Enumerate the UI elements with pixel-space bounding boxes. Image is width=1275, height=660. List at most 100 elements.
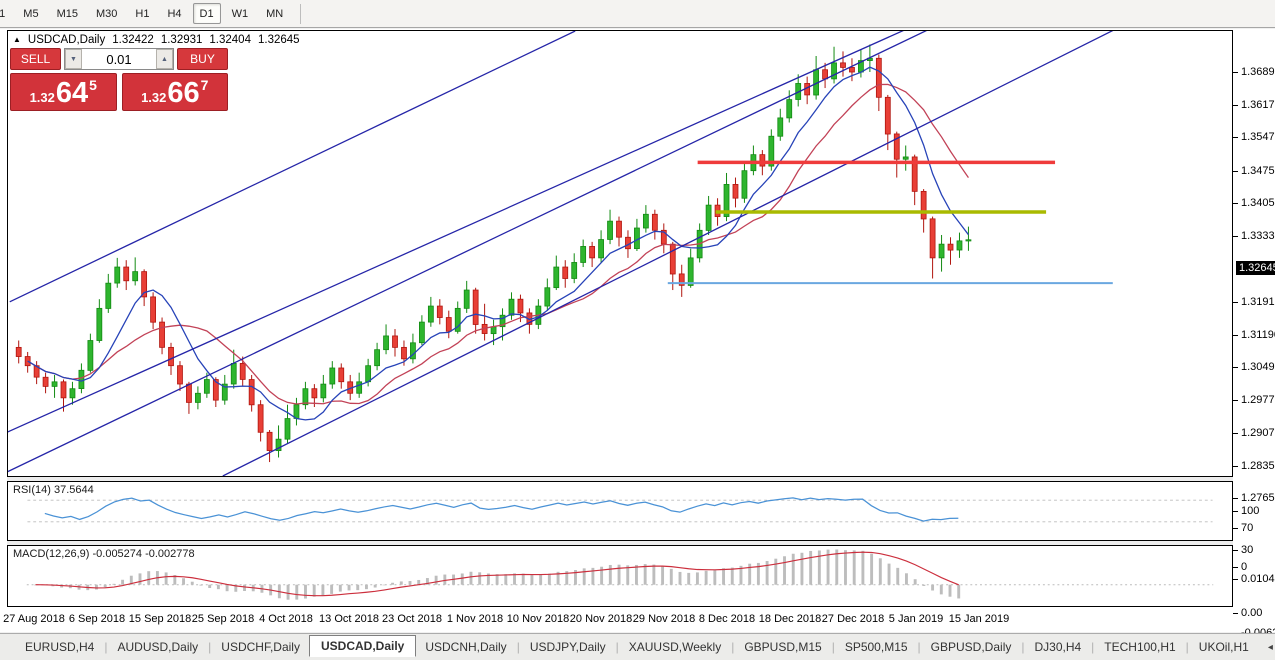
macd-histogram-bar: [878, 558, 882, 585]
panel-separator[interactable]: [7, 477, 1233, 481]
trendline[interactable]: [9, 31, 576, 303]
macd-histogram-bar: [957, 584, 961, 599]
rsi-axis-tick: 30: [1232, 544, 1254, 557]
tab-usdcad-daily[interactable]: USDCAD,Daily: [308, 635, 417, 657]
rsi-indicator-panel[interactable]: [7, 481, 1233, 541]
macd-histogram-bar: [844, 550, 847, 585]
date-label: 27 Dec 2018: [821, 613, 885, 625]
macd-histogram-bar: [600, 566, 604, 585]
timeframe-button-d1[interactable]: D1: [192, 3, 221, 24]
tab-dj30-h4[interactable]: DJ30,H4: [1034, 640, 1082, 654]
macd-histogram-bar: [147, 571, 151, 585]
price-tick: 1.35470: [1233, 131, 1275, 143]
date-label: 4 Oct 2018: [259, 613, 313, 625]
chart-symbol-label: USDCAD,Daily: [27, 34, 106, 46]
price-tick: 1.36890: [1233, 66, 1275, 78]
timeframe-button-mn[interactable]: MN: [266, 7, 284, 20]
timeframe-button-w1[interactable]: W1: [231, 7, 249, 20]
panel-separator[interactable]: [7, 541, 1233, 545]
tab-tech100-h1[interactable]: TECH100,H1: [1104, 640, 1176, 654]
macd-histogram-bar: [312, 584, 316, 597]
date-axis[interactable]: 27 Aug 2018 6 Sep 2018 15 Sep 2018 25 Sep 2…: [3, 609, 1233, 633]
macd-histogram-bar: [617, 564, 621, 585]
macd-histogram-bar: [121, 579, 125, 585]
macd-histogram-bar: [443, 574, 447, 585]
ma-fast-line[interactable]: [27, 66, 969, 421]
macd-indicator-panel[interactable]: [7, 545, 1233, 607]
price-tick: 1.34050: [1233, 197, 1275, 209]
macd-histogram-bar: [173, 575, 177, 585]
ask-price-button[interactable]: 1.32 66 7: [121, 73, 228, 111]
macd-histogram-bar: [330, 584, 334, 594]
timeframe-button-h4[interactable]: H4: [167, 7, 182, 20]
price-tick: 1.29070: [1233, 427, 1275, 439]
macd-histogram-bar: [208, 584, 212, 588]
macd-histogram-bar: [739, 565, 743, 585]
macd-signal-line[interactable]: [35, 551, 959, 597]
volume-down-icon[interactable]: ▼: [65, 49, 82, 69]
date-label: 6 Sep 2018: [68, 613, 126, 625]
tab-xauusd-weekly[interactable]: XAUUSD,Weekly: [628, 640, 722, 654]
macd-histogram-bar: [129, 575, 133, 585]
macd-histogram-bar: [399, 581, 403, 585]
macd-histogram-bar: [243, 584, 246, 591]
macd-histogram-bar: [225, 584, 229, 592]
timeframe-button-m5[interactable]: M5: [23, 7, 39, 20]
tabs-scroll-icons[interactable]: ◂▸: [1268, 642, 1275, 653]
tab-separator: |: [1021, 640, 1025, 654]
tab-gbpusd-m15[interactable]: GBPUSD,M15: [744, 640, 822, 654]
timeframe-button-m1[interactable]: M1: [0, 3, 12, 24]
macd-histogram-bar: [417, 579, 421, 585]
trendline[interactable]: [7, 30, 907, 434]
macd-histogram-bar: [434, 575, 438, 585]
volume-value[interactable]: 0.01: [106, 51, 132, 67]
macd-histogram-bar: [565, 571, 569, 585]
timeframe-button-h1[interactable]: H1: [135, 7, 150, 20]
macd-histogram-bar: [365, 584, 368, 590]
macd-histogram-bar: [687, 572, 691, 585]
tab-audusd-daily[interactable]: AUDUSD,Daily: [117, 640, 199, 654]
ma-slow-line[interactable]: [27, 83, 969, 405]
macd-histogram-bar: [199, 584, 203, 586]
macd-histogram-bar: [783, 556, 786, 585]
macd-histogram-bar: [791, 553, 795, 585]
price-axis[interactable]: 1.36890 1.36170 1.35470 1.34750 1.34050 1.333…: [1232, 29, 1275, 639]
rsi-label: RSI(14) 37.5644: [13, 484, 94, 496]
macd-histogram-bar: [408, 581, 412, 585]
chart-title: ▲ USDCAD,Daily 1.32422 1.32931 1.32404 1…: [13, 34, 300, 46]
macd-histogram-bar: [103, 584, 107, 588]
macd-histogram-bar: [495, 574, 499, 585]
tab-eurusd-h4[interactable]: EURUSD,H4: [25, 640, 95, 654]
tab-usdjpy-daily[interactable]: USDJPY,Daily: [529, 640, 606, 654]
bid-price-button[interactable]: 1.32 64 5: [10, 73, 117, 111]
collapse-triangle-icon[interactable]: ▲: [13, 34, 21, 44]
trendline[interactable]: [222, 30, 1116, 476]
buy-button[interactable]: BUY: [177, 48, 228, 70]
trendline[interactable]: [7, 30, 930, 474]
macd-histogram-bar: [164, 572, 168, 585]
macd-histogram-bar: [730, 567, 734, 585]
timeframe-button-m30[interactable]: M30: [95, 7, 118, 20]
candlesticks: [15, 44, 972, 463]
tab-usdchf-daily[interactable]: USDCHF,Daily: [221, 640, 300, 654]
macd-histogram-bar: [652, 564, 656, 585]
volume-up-icon[interactable]: ▲: [156, 49, 173, 69]
macd-histogram-bar: [234, 584, 238, 592]
tab-separator: |: [917, 640, 921, 654]
timeframe-button-m15[interactable]: M15: [56, 7, 78, 20]
macd-histogram-bar: [547, 573, 551, 585]
ask-price-prefix: 1.32: [141, 90, 167, 105]
macd-histogram-bar: [582, 568, 586, 585]
tab-separator: |: [831, 640, 835, 654]
rsi-line[interactable]: [44, 497, 959, 522]
macd-histogram-bar: [896, 567, 900, 585]
date-label: 1 Nov 2018: [446, 613, 504, 625]
sell-button[interactable]: SELL: [10, 48, 61, 70]
tab-usdcnh-daily[interactable]: USDCNH,Daily: [425, 640, 507, 654]
tab-ukoil-h1[interactable]: UKOil,H1: [1198, 640, 1249, 654]
macd-histogram-bar: [765, 561, 769, 585]
macd-histogram-bar: [373, 584, 377, 588]
tab-sp500-m15[interactable]: SP500,M15: [844, 640, 908, 654]
tab-gbpusd-daily[interactable]: GBPUSD,Daily: [930, 640, 1012, 654]
price-tick: 1.34750: [1233, 165, 1275, 177]
